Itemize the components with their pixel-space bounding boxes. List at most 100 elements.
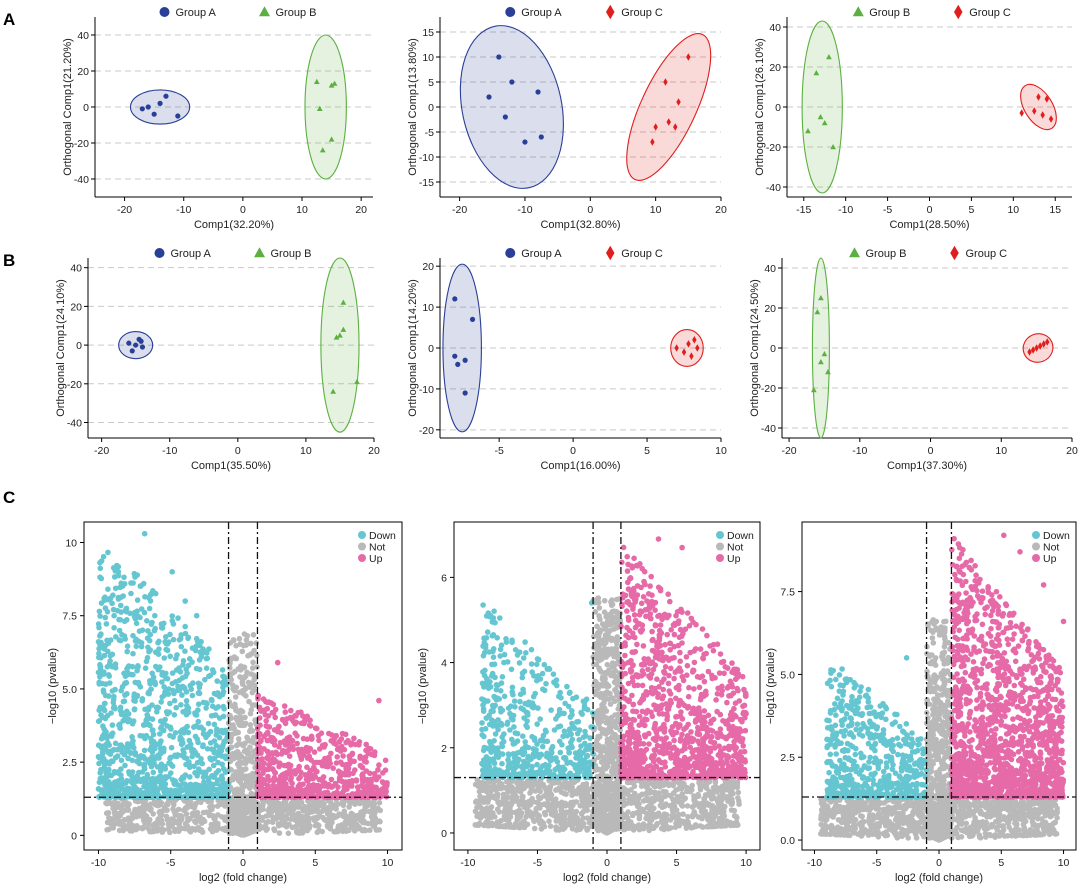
point-not <box>490 782 497 789</box>
point-up <box>295 765 302 772</box>
point-group-a <box>163 93 169 99</box>
point-up <box>376 762 382 768</box>
point-group-a <box>126 340 132 346</box>
point-up <box>378 789 384 795</box>
point-group-b <box>354 378 360 385</box>
y-tick-label: 0 <box>76 340 82 352</box>
point-up <box>289 787 295 793</box>
point-down <box>129 757 135 764</box>
point-not <box>228 715 234 722</box>
point-up <box>355 789 362 795</box>
point-not <box>636 813 643 819</box>
point-down <box>211 721 218 728</box>
point-down <box>148 621 155 627</box>
point-down <box>209 703 216 709</box>
point-not <box>594 653 600 659</box>
point-not <box>140 800 147 806</box>
point-up <box>259 756 265 762</box>
point-not <box>614 640 620 647</box>
point-down <box>141 766 148 772</box>
point-group-a <box>139 344 146 350</box>
point-up <box>270 701 277 708</box>
point-down <box>215 759 221 766</box>
point-not <box>596 766 602 773</box>
point-down <box>203 705 209 711</box>
point-down <box>103 769 109 776</box>
point-down <box>158 725 164 732</box>
point-up <box>266 762 272 768</box>
point-not <box>692 811 698 818</box>
x-tick-label: 0 <box>240 204 246 216</box>
point-not <box>608 599 614 605</box>
point-down <box>138 643 145 650</box>
point-down <box>184 755 190 762</box>
point-down <box>161 793 167 800</box>
point-down <box>183 698 190 704</box>
point-down <box>214 726 220 732</box>
point-not <box>106 826 112 833</box>
point-down <box>146 605 153 612</box>
point-down <box>136 760 142 766</box>
point-not <box>141 810 147 817</box>
point-down <box>189 659 195 665</box>
legend-marker-group-c <box>606 245 615 261</box>
point-not <box>253 652 260 659</box>
panel-label-c: C <box>3 488 15 507</box>
point-down <box>173 704 179 711</box>
point-down <box>99 733 106 740</box>
point-not <box>664 823 670 830</box>
point-down <box>193 635 200 642</box>
point-down <box>198 724 204 730</box>
point-up <box>363 741 370 748</box>
point-up <box>296 775 302 782</box>
point-up <box>346 753 353 759</box>
point-group-c <box>663 78 668 86</box>
point-not <box>586 819 593 826</box>
point-down <box>156 773 163 780</box>
point-not <box>239 821 246 827</box>
point-not <box>297 820 303 826</box>
point-not <box>247 744 253 750</box>
point-not <box>596 734 603 740</box>
point-not <box>285 830 292 837</box>
point-down <box>220 703 227 710</box>
point-down <box>199 650 205 657</box>
point-up <box>270 782 277 789</box>
point-up <box>286 746 293 753</box>
point-not <box>134 824 141 831</box>
point-down <box>200 774 207 780</box>
point-not <box>241 631 248 637</box>
legend-marker-up <box>358 554 366 562</box>
point-down <box>182 630 189 637</box>
point-down <box>105 672 112 678</box>
point-up <box>340 788 347 794</box>
point-not <box>735 795 741 801</box>
point-down <box>109 722 116 728</box>
point-down <box>149 727 156 734</box>
point-group-b <box>328 82 335 88</box>
point-down <box>131 609 138 616</box>
point-down <box>167 700 173 707</box>
x-tick-label: 10 <box>650 204 662 216</box>
x-tick-label: 10 <box>382 857 394 869</box>
point-down <box>127 778 134 784</box>
point-not <box>654 820 660 827</box>
point-down <box>129 721 136 727</box>
point-up <box>264 755 270 761</box>
point-not <box>335 823 342 829</box>
point-up <box>275 787 282 793</box>
point-up <box>278 751 285 757</box>
legend-marker-group-a <box>154 248 165 258</box>
point-group-c <box>681 348 687 356</box>
confidence-ellipse-group-c <box>1020 83 1057 131</box>
point-not <box>177 812 184 819</box>
point-not <box>175 827 182 833</box>
point-not <box>185 816 191 823</box>
point-down <box>150 757 157 763</box>
point-not <box>207 804 213 810</box>
point-not <box>722 803 728 810</box>
point-group-b <box>805 128 811 134</box>
point-not <box>555 785 562 792</box>
point-down <box>179 692 185 698</box>
